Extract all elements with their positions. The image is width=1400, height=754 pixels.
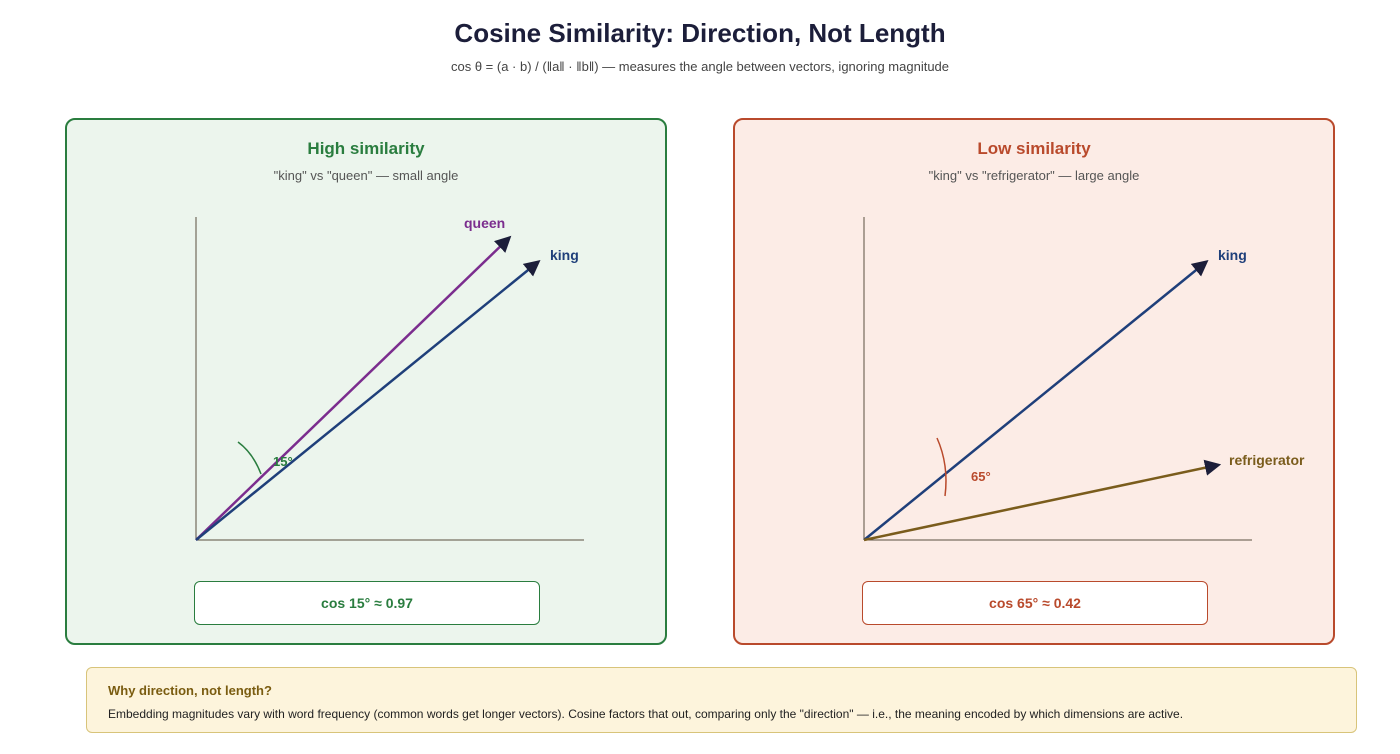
refrigerator-label: refrigerator xyxy=(1229,452,1305,468)
king-vector xyxy=(863,259,1209,541)
high-similarity-subheading: "king" vs "queen" — small angle xyxy=(273,168,459,183)
low-similarity-heading: Low similarity xyxy=(977,139,1091,158)
king-label: king xyxy=(1218,247,1247,263)
high-similarity-panel: High similarity "king" vs "queen" — smal… xyxy=(65,118,667,645)
note-title: Why direction, not length? xyxy=(108,683,272,698)
angle-label: 65° xyxy=(971,469,991,484)
explanation-note: Why direction, not length? Embedding mag… xyxy=(86,667,1357,733)
angle-arc xyxy=(237,441,262,475)
low-similarity-subheading: "king" vs "refrigerator" — large angle xyxy=(928,168,1140,183)
king-label: king xyxy=(550,247,579,263)
low-similarity-cos-box: cos 65° ≈ 0.42 xyxy=(862,581,1208,625)
refrigerator-vector xyxy=(863,459,1222,542)
high-similarity-cos-box: cos 15° ≈ 0.97 xyxy=(194,581,540,625)
queen-vector xyxy=(195,235,512,541)
low-similarity-panel: Low similarity "king" vs "refrigerator" … xyxy=(733,118,1335,645)
low-similarity-diagram: 65° king refrigerator xyxy=(863,217,1305,542)
note-body: Embedding magnitudes vary with word freq… xyxy=(108,707,1184,721)
high-similarity-heading: High similarity xyxy=(307,139,425,158)
queen-label: queen xyxy=(464,215,505,231)
angle-label: 15° xyxy=(273,454,293,469)
king-vector xyxy=(195,259,541,541)
page-title: Cosine Similarity: Direction, Not Length xyxy=(454,18,946,48)
angle-arc xyxy=(936,437,947,497)
high-similarity-diagram: 15° queen king xyxy=(195,215,584,541)
page-subtitle: cos θ = (a · b) / (‖a‖ · ‖b‖) — measures… xyxy=(450,59,950,74)
